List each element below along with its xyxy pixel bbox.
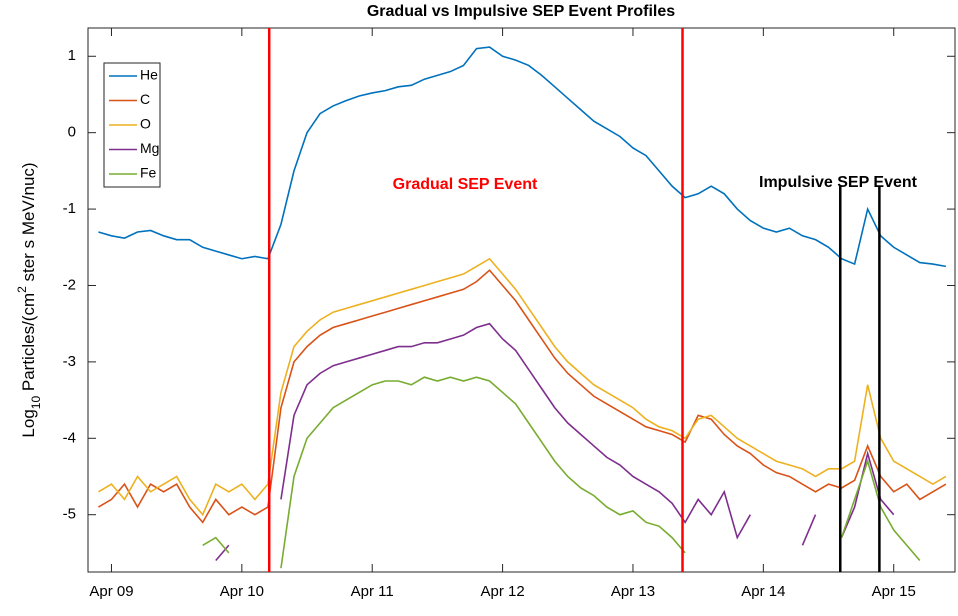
y-tick-label: -2 — [63, 276, 76, 293]
legend-label: C — [140, 91, 150, 107]
y-tick-label: 0 — [68, 124, 76, 141]
x-tick-label: Apr 14 — [741, 583, 785, 600]
annotation: Gradual SEP Event — [393, 176, 538, 193]
y-tick-label: -4 — [63, 429, 76, 446]
x-tick-label: Apr 15 — [872, 583, 916, 600]
y-tick-label: 1 — [68, 47, 76, 64]
axes-frame — [87, 27, 956, 573]
x-tick-label: Apr 11 — [351, 583, 394, 600]
series-line — [98, 257, 947, 517]
x-tick-label: Apr 10 — [220, 583, 264, 600]
x-tick-label: Apr 12 — [480, 583, 524, 600]
y-axis-label: Log10 Particles/(cm2 ster s MeV/nuc) — [15, 162, 43, 437]
x-tick-label: Apr 09 — [89, 583, 133, 600]
legend-label: He — [140, 67, 158, 83]
series-line — [98, 269, 947, 524]
y-label-part: Particles/(cm — [19, 293, 38, 396]
y-label-part: 2 — [15, 286, 29, 293]
y-tick-label: -1 — [63, 200, 76, 217]
chart-title: Gradual vs Impulsive SEP Event Profiles — [367, 3, 675, 20]
y-label-part: 10 — [29, 396, 43, 410]
x-tick-label: Apr 13 — [611, 583, 655, 600]
annotation: Impulsive SEP Event — [759, 174, 918, 191]
legend-label: O — [140, 116, 151, 132]
series-line — [98, 46, 947, 268]
legend-label: Mg — [140, 140, 159, 156]
y-label-part: ster s MeV/nuc) — [19, 162, 38, 286]
y-tick-label: -5 — [63, 506, 76, 523]
y-tick-label: -3 — [63, 353, 76, 370]
plot-area — [98, 46, 947, 569]
series-line — [202, 376, 921, 569]
y-label-part: Log — [19, 409, 38, 437]
legend-label: Fe — [140, 165, 157, 181]
